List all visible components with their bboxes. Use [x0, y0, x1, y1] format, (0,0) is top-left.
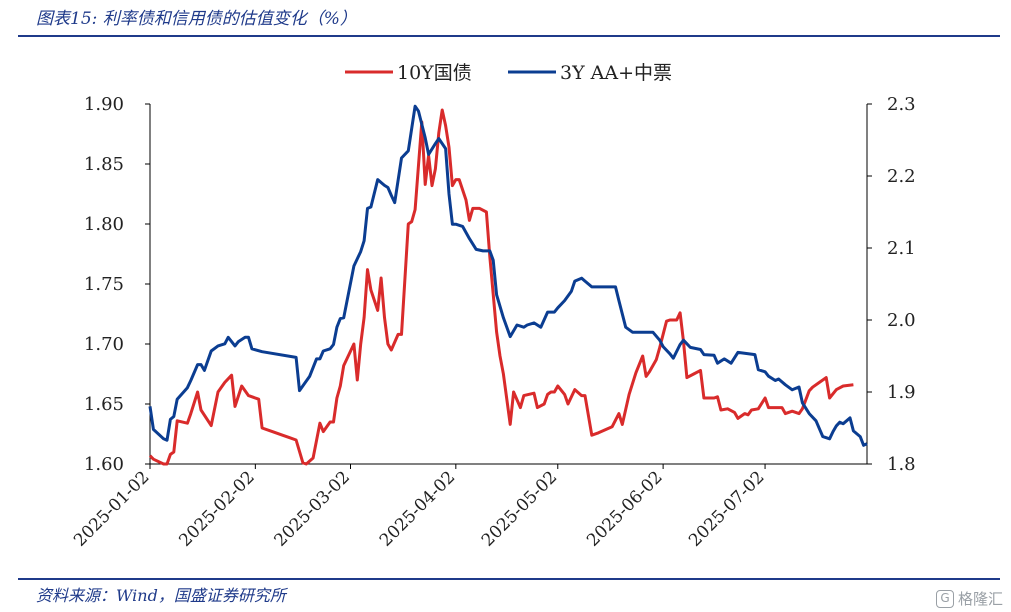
- legend-label-2: 3Y AA+中票: [560, 62, 672, 84]
- x-tick-label: 2025-02-02: [175, 467, 258, 550]
- x-tick-label: 2025-04-02: [376, 467, 459, 550]
- x-tick-label: 2025-03-02: [271, 467, 354, 550]
- x-tick-label: 2025-07-02: [685, 467, 768, 550]
- legend: 10Y国债 3Y AA+中票: [345, 62, 672, 84]
- y-right-tick-label: 1.8: [887, 454, 916, 475]
- top-rule: [18, 35, 1000, 37]
- y-left-tick-label: 1.70: [84, 334, 124, 355]
- y-left-tick-label: 1.85: [84, 154, 124, 175]
- y-left-tick-label: 1.75: [84, 274, 124, 295]
- bottom-rule: [18, 578, 1000, 580]
- series-lines: [148, 104, 868, 466]
- legend-label-1: 10Y国债: [397, 62, 472, 84]
- y-left-tick-label: 1.80: [84, 214, 124, 235]
- y-right-tick-label: 2.3: [887, 94, 916, 115]
- y-left-tick-label: 1.90: [84, 94, 124, 115]
- series-line-1: [148, 108, 854, 466]
- series-line-2: [148, 104, 868, 447]
- y-left-tick-label: 1.60: [84, 454, 124, 475]
- y-right-tick-label: 2.0: [887, 310, 916, 331]
- y-right-tick-label: 2.1: [887, 238, 916, 259]
- watermark-logo-icon: G: [935, 589, 954, 608]
- source-note: 资料来源：Wind，国盛证券研究所: [36, 586, 286, 605]
- figure-title: 图表15: 利率债和信用债的估值变化（%）: [36, 9, 357, 29]
- y-right-tick-label: 2.2: [887, 166, 916, 187]
- y-left-tick-label: 1.65: [84, 394, 124, 415]
- watermark-text: 格隆汇: [957, 590, 1003, 608]
- x-tick-label: 2025-05-02: [478, 467, 561, 550]
- x-tick-label: 2025-01-02: [70, 467, 153, 550]
- x-tick-label: 2025-06-02: [583, 467, 666, 550]
- watermark: G 格隆汇: [935, 588, 1003, 609]
- y-right-tick-label: 1.9: [887, 382, 916, 403]
- axes: 1.60 1.65 1.70 1.75 1.80 1.85 1.90 1.8 1.9 2.0 2.1…: [70, 94, 916, 551]
